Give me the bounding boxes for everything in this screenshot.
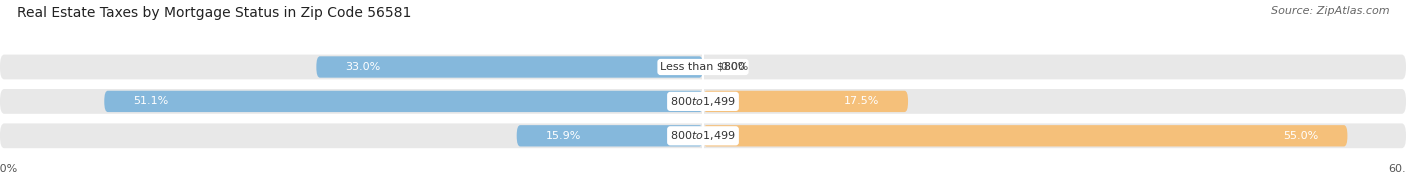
Text: 15.9%: 15.9% — [546, 131, 581, 141]
Text: Less than $800: Less than $800 — [661, 62, 745, 72]
FancyBboxPatch shape — [104, 91, 703, 112]
FancyBboxPatch shape — [0, 123, 1406, 148]
Text: 51.1%: 51.1% — [134, 96, 169, 106]
FancyBboxPatch shape — [0, 89, 1406, 114]
FancyBboxPatch shape — [316, 56, 703, 78]
Text: 55.0%: 55.0% — [1282, 131, 1319, 141]
Text: Real Estate Taxes by Mortgage Status in Zip Code 56581: Real Estate Taxes by Mortgage Status in … — [17, 6, 411, 20]
FancyBboxPatch shape — [517, 125, 703, 146]
Text: 0.0%: 0.0% — [721, 62, 749, 72]
FancyBboxPatch shape — [703, 91, 908, 112]
Text: $800 to $1,499: $800 to $1,499 — [671, 129, 735, 142]
Text: 33.0%: 33.0% — [346, 62, 381, 72]
Text: $800 to $1,499: $800 to $1,499 — [671, 95, 735, 108]
Text: 17.5%: 17.5% — [844, 96, 879, 106]
FancyBboxPatch shape — [703, 125, 1347, 146]
FancyBboxPatch shape — [0, 55, 1406, 79]
Text: Source: ZipAtlas.com: Source: ZipAtlas.com — [1271, 6, 1389, 16]
